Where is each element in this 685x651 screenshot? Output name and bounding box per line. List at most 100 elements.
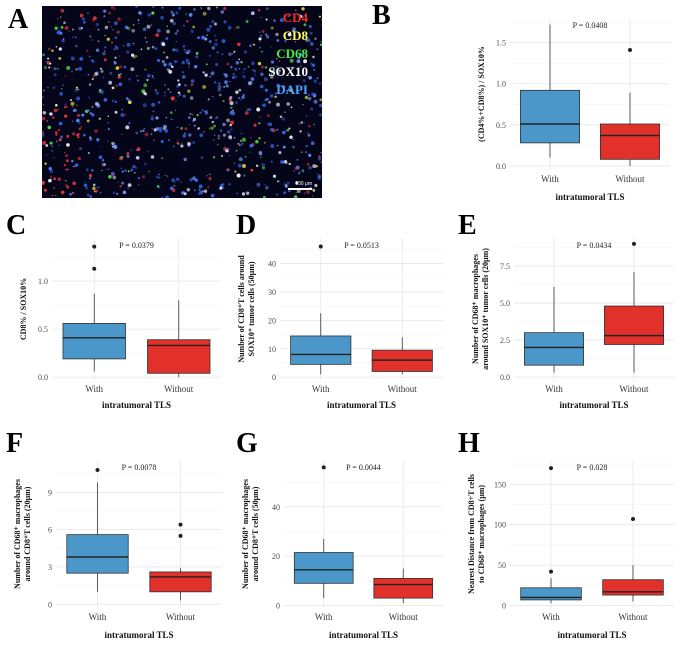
cell-dot bbox=[137, 184, 140, 186]
legend-cd4: CD4 bbox=[282, 10, 308, 25]
cell-dot bbox=[155, 116, 159, 120]
cell-dot bbox=[124, 114, 126, 116]
cell-dot bbox=[105, 168, 107, 171]
cell-dot bbox=[170, 118, 172, 120]
cell-dot bbox=[215, 116, 219, 119]
cell-dot bbox=[275, 32, 279, 37]
cell-dot bbox=[292, 29, 295, 33]
cell-dot bbox=[94, 189, 98, 193]
cell-dot bbox=[269, 94, 274, 98]
cell-dot bbox=[127, 100, 132, 105]
cell-dot bbox=[275, 65, 278, 68]
cell-dot bbox=[228, 183, 231, 186]
cell-dot bbox=[307, 96, 312, 101]
cell-dot bbox=[162, 124, 167, 129]
x-tick-label: With bbox=[545, 384, 563, 394]
p-value-label: P = 0.0044 bbox=[346, 463, 381, 472]
cell-dot bbox=[185, 60, 190, 64]
box-without bbox=[599, 123, 660, 160]
cell-dot bbox=[42, 111, 47, 115]
cell-dot bbox=[54, 26, 58, 30]
cell-dot bbox=[58, 138, 62, 142]
cell-dot bbox=[111, 86, 115, 90]
cell-dot bbox=[300, 65, 302, 67]
cell-dot bbox=[69, 99, 73, 102]
cell-dot bbox=[100, 67, 102, 70]
cell-dot bbox=[64, 103, 67, 106]
cell-dot bbox=[226, 118, 230, 123]
cell-dot bbox=[219, 129, 223, 132]
cell-dot bbox=[42, 141, 47, 145]
cell-dot bbox=[108, 11, 112, 15]
cell-dot bbox=[170, 96, 175, 101]
y-tick-label: 40 bbox=[272, 503, 280, 512]
cell-dot bbox=[78, 127, 82, 131]
cell-dot bbox=[260, 156, 262, 158]
box-without bbox=[149, 571, 212, 593]
cell-dot bbox=[308, 25, 312, 28]
cell-dot bbox=[143, 91, 147, 96]
cell-dot bbox=[276, 58, 278, 60]
cell-dot bbox=[298, 122, 301, 125]
cell-dot bbox=[66, 185, 70, 189]
cell-dot bbox=[76, 133, 80, 137]
cell-dot bbox=[86, 49, 89, 52]
cell-dot bbox=[65, 159, 69, 163]
cell-dot bbox=[114, 110, 118, 114]
cell-dot bbox=[260, 65, 265, 69]
cell-dot bbox=[232, 73, 235, 76]
cell-dot bbox=[260, 16, 262, 18]
cell-dot bbox=[217, 88, 221, 92]
cell-dot bbox=[86, 109, 90, 113]
cell-dot bbox=[201, 109, 205, 112]
cell-dot bbox=[116, 192, 119, 195]
cell-dot bbox=[177, 139, 179, 141]
cell-dot bbox=[313, 68, 316, 71]
cell-dot bbox=[155, 47, 158, 50]
cell-dot bbox=[237, 42, 241, 46]
outlier-point bbox=[549, 569, 553, 574]
cell-dot bbox=[207, 98, 210, 101]
cell-dot bbox=[55, 194, 57, 196]
cell-dot bbox=[92, 186, 96, 191]
cell-dot bbox=[57, 177, 62, 181]
cell-dot bbox=[206, 6, 211, 11]
cell-dot bbox=[91, 113, 95, 117]
cell-dot bbox=[62, 84, 64, 86]
cell-dot bbox=[214, 22, 217, 26]
cell-dot bbox=[283, 183, 286, 185]
cell-dot bbox=[251, 61, 255, 66]
cell-dot bbox=[121, 181, 125, 185]
cell-dot bbox=[234, 75, 238, 79]
cell-dot bbox=[213, 139, 215, 141]
cell-dot bbox=[193, 124, 196, 127]
boxplot-d: 0 10 20 30 40 With Without P = 0.0513 intratumor… bbox=[237, 238, 443, 410]
cell-dot bbox=[115, 66, 120, 70]
cell-dot bbox=[193, 8, 196, 11]
cell-dot bbox=[91, 105, 94, 108]
x-tick-label: With bbox=[85, 384, 103, 394]
cell-dot bbox=[246, 108, 249, 111]
cell-dot bbox=[191, 28, 193, 30]
outlier-point bbox=[178, 533, 183, 538]
cell-dot bbox=[268, 100, 271, 104]
box-with bbox=[524, 332, 585, 366]
cell-dot bbox=[155, 91, 160, 95]
cell-dot bbox=[63, 106, 67, 109]
cell-dot bbox=[151, 102, 156, 107]
cell-dot bbox=[72, 36, 74, 38]
box-without bbox=[371, 349, 433, 372]
boxplot-b: 0.0 0.5 1.0 1.5 With Without P = 0.0408 intratu… bbox=[477, 18, 670, 202]
y-tick-label: 0 bbox=[272, 373, 276, 382]
cell-dot bbox=[242, 164, 246, 168]
cell-dot bbox=[244, 111, 249, 115]
y-tick-label: 1.0 bbox=[38, 277, 48, 286]
panel-letter-b: B bbox=[372, 0, 391, 31]
cell-dot bbox=[261, 30, 265, 33]
cell-dot bbox=[64, 153, 69, 158]
p-value-label: P = 0.0434 bbox=[577, 241, 612, 250]
cell-dot bbox=[187, 141, 191, 146]
cell-dot bbox=[205, 112, 208, 115]
cell-dot bbox=[117, 75, 121, 79]
cell-dot bbox=[48, 166, 53, 171]
